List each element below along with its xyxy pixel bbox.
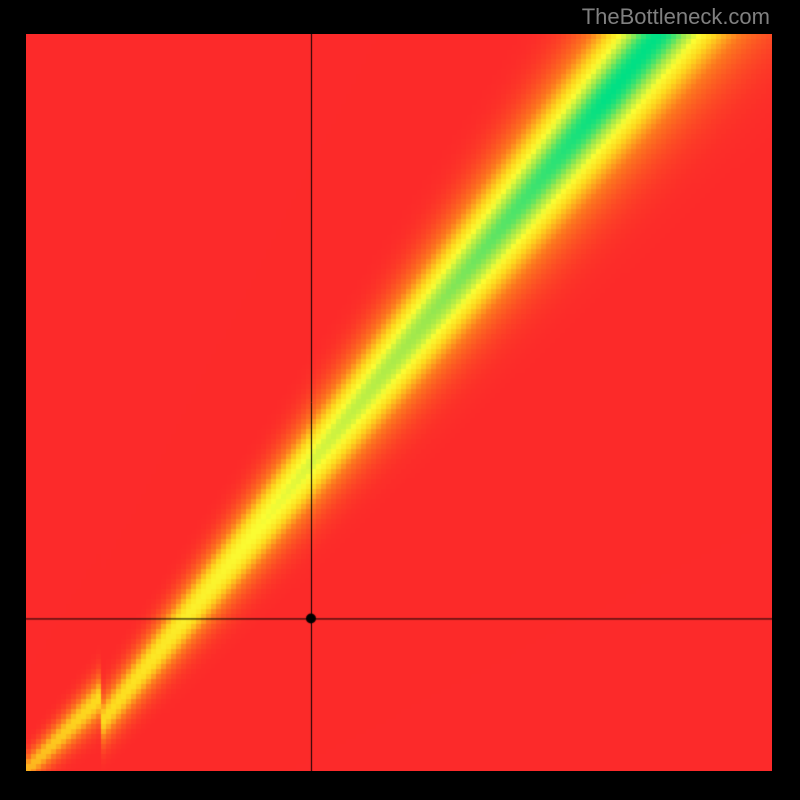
bottleneck-heatmap: [26, 34, 772, 771]
chart-root: TheBottleneck.com: [0, 0, 800, 800]
watermark-text: TheBottleneck.com: [582, 4, 770, 30]
